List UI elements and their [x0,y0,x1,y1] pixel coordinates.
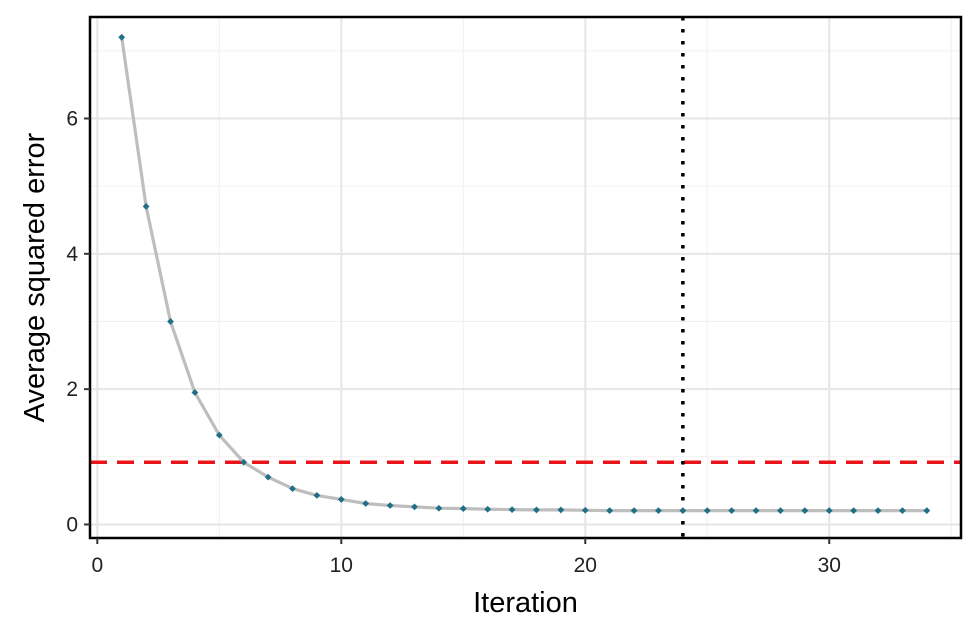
panel-border [88,15,963,540]
data-point [777,507,784,514]
data-point [508,506,516,513]
data-point [874,507,882,514]
y-tick-label: 4 [66,243,78,266]
series-line [120,37,927,513]
data-point [679,507,687,514]
series-lines [120,37,927,513]
y-axis-ticks: 0 2 4 6 [66,107,90,536]
grid-major [90,17,961,538]
data-point [386,502,394,509]
series-points [118,33,931,514]
data-point [459,505,467,512]
data-point [435,504,443,512]
x-tick-label: 0 [91,554,103,577]
data-point [142,203,150,210]
y-tick-label: 2 [66,378,78,401]
data-point [264,473,272,481]
data-point [850,507,858,514]
data-point [752,507,760,514]
data-point [703,507,711,514]
y-axis-title: Average squared error [19,132,51,422]
data-point [923,507,931,514]
data-point [825,507,833,514]
y-tick-label: 0 [66,513,78,536]
data-point [801,507,809,514]
data-point [313,491,321,499]
data-point [899,507,906,514]
y-tick-label: 6 [66,107,78,130]
data-point [484,505,492,513]
x-axis-title: Iteration [473,587,578,619]
x-axis-ticks: 0 10 20 30 [91,538,841,577]
data-point [557,506,565,514]
data-point [655,507,662,514]
data-point [240,458,248,466]
x-tick-label: 20 [574,554,597,577]
data-point [728,507,736,514]
data-point [533,506,540,514]
data-point [337,496,345,503]
data-point [362,500,370,507]
data-point [411,503,418,511]
data-point [581,506,589,514]
x-tick-label: 30 [818,554,841,577]
data-point [606,507,614,514]
x-tick-label: 10 [330,554,353,577]
grid-minor [90,17,961,538]
data-point [191,389,199,396]
data-point [118,33,126,41]
data-point [630,507,638,514]
